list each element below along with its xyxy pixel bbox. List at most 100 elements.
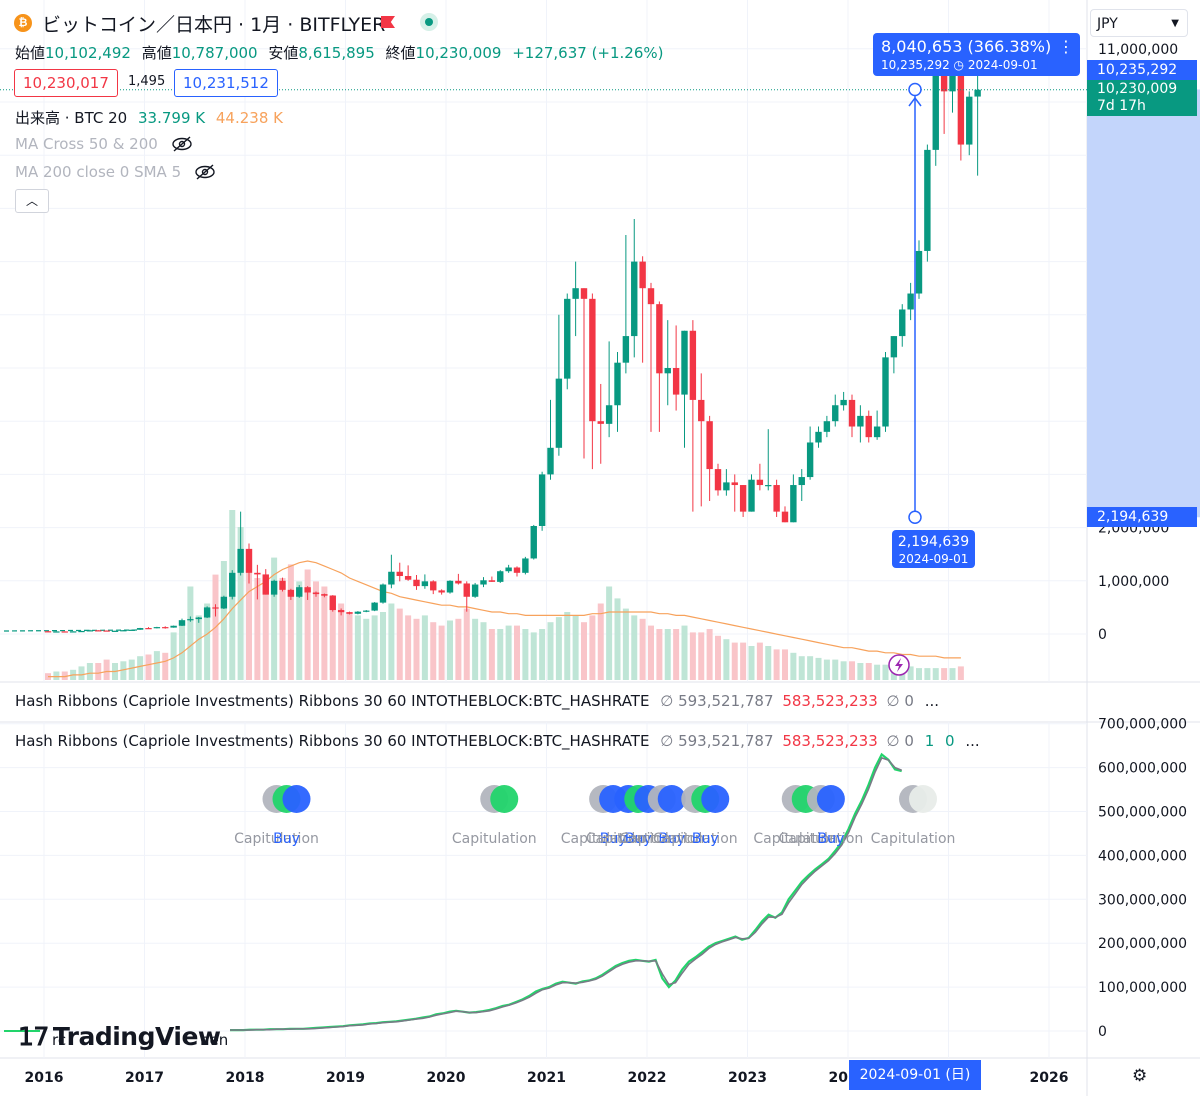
candle-body bbox=[698, 399, 705, 422]
collapse-legend-button[interactable]: ︿ bbox=[15, 189, 49, 213]
volume-bar bbox=[706, 629, 713, 680]
candle-body bbox=[865, 415, 872, 438]
volume-bar bbox=[773, 649, 780, 680]
hash-ribbons-legend-bottom[interactable]: Hash Ribbons (Capriole Investments) Ribb… bbox=[15, 732, 980, 750]
tradingview-logo-mark: 𝟣𝟩 bbox=[18, 1022, 49, 1051]
volume-bar bbox=[338, 603, 345, 680]
buy-button[interactable]: 10,231,512 bbox=[174, 69, 278, 97]
hash-axis-label: 600,000,000 bbox=[1098, 761, 1187, 777]
settings-gear-icon[interactable]: ⚙ bbox=[1132, 1066, 1148, 1086]
volume-bar bbox=[480, 622, 487, 680]
candle-body bbox=[187, 619, 194, 621]
candle-body bbox=[438, 590, 445, 593]
volume-bar bbox=[354, 615, 361, 680]
volume-legend[interactable]: 出来高 · BTC 20 33.799 K 44.238 K bbox=[15, 107, 283, 128]
volume-bar bbox=[313, 581, 319, 680]
candle-body bbox=[404, 576, 412, 580]
buy-label: Buy bbox=[692, 831, 719, 847]
candle-body bbox=[95, 630, 102, 632]
volume-bar bbox=[321, 586, 328, 680]
sell-button[interactable]: 10,230,017 bbox=[14, 69, 118, 97]
eye-off-icon[interactable] bbox=[171, 136, 193, 152]
volume-bar bbox=[664, 629, 671, 680]
volume-bar bbox=[204, 603, 211, 680]
candle-body bbox=[354, 611, 362, 614]
flag-icon[interactable] bbox=[381, 16, 395, 28]
measure-bottom-price-tag: 2,194,639 bbox=[1087, 507, 1197, 527]
candle-body bbox=[957, 70, 965, 145]
close-value: 10,230,009 bbox=[415, 44, 502, 62]
volume-bar bbox=[731, 642, 738, 680]
candle-body bbox=[832, 405, 839, 422]
null-icon: ∅ bbox=[660, 732, 674, 750]
candle-body bbox=[748, 479, 755, 512]
hash-value-4: 1 bbox=[924, 732, 935, 750]
hash-legend-name: Hash Ribbons (Capriole Investments) Ribb… bbox=[15, 732, 650, 750]
hash-axis-label: 500,000,000 bbox=[1098, 805, 1187, 821]
more-icon[interactable]: ... bbox=[924, 692, 940, 710]
volume-bar bbox=[790, 652, 797, 680]
candle-body bbox=[966, 96, 973, 145]
volume-bar bbox=[597, 603, 604, 680]
volume-bar bbox=[514, 625, 520, 680]
candle-body bbox=[170, 625, 177, 628]
candle-body bbox=[639, 261, 646, 289]
candle-body bbox=[564, 298, 571, 379]
null-icon: ∅ bbox=[886, 732, 900, 750]
symbol-title[interactable]: ビットコイン／日本円 · 1月 · BITFLYER bbox=[42, 14, 386, 36]
more-vertical-icon[interactable]: ⋮ bbox=[1058, 37, 1074, 56]
candle-body bbox=[346, 612, 353, 614]
volume-bar bbox=[488, 629, 495, 680]
volume-bar bbox=[823, 659, 830, 680]
volume-bar bbox=[396, 608, 403, 680]
candle-body bbox=[145, 628, 152, 630]
more-icon[interactable]: ... bbox=[965, 732, 980, 750]
capitulation-label: Capitulation bbox=[586, 831, 671, 847]
candle-body bbox=[480, 580, 487, 585]
measure-info-box[interactable]: 8,040,653 (366.38%) 10,235,292 ◷ 2024-09… bbox=[873, 33, 1080, 76]
currency-select[interactable]: JPY ▼ bbox=[1090, 9, 1188, 37]
eye-off-icon[interactable] bbox=[194, 164, 216, 180]
volume-legend-name: 出来高 · BTC 20 bbox=[15, 109, 128, 127]
measure-start-box[interactable]: 2,194,639 2024-09-01 bbox=[892, 530, 975, 568]
volume-bar bbox=[756, 642, 763, 680]
ma-cross-legend[interactable]: MA Cross 50 & 200 bbox=[15, 135, 193, 153]
volume-bar bbox=[329, 595, 336, 680]
ma-200-legend-name: MA 200 close 0 SMA 5 bbox=[15, 163, 182, 181]
tradingview-logo[interactable]: 𝟣𝟩 TradingView bbox=[18, 1022, 221, 1051]
time-axis-label: 2026 bbox=[1030, 1070, 1069, 1086]
volume-bar bbox=[698, 632, 705, 680]
ma-200-legend[interactable]: MA 200 close 0 SMA 5 bbox=[15, 163, 216, 181]
buy-label: Buy bbox=[625, 831, 652, 847]
candle-body bbox=[379, 584, 387, 603]
candle-body bbox=[672, 368, 680, 395]
volume-bar bbox=[949, 668, 956, 680]
volume-bar bbox=[296, 581, 303, 680]
chevron-down-icon: ▼ bbox=[1171, 18, 1179, 29]
volume-bar bbox=[287, 564, 294, 680]
volume-bar bbox=[304, 569, 311, 680]
time-axis-label: 2020 bbox=[427, 1070, 466, 1086]
hash-value-2: 583,523,233 bbox=[782, 692, 878, 710]
candle-body bbox=[505, 567, 512, 572]
null-icon: ∅ bbox=[660, 692, 674, 710]
buy-label: Buy bbox=[600, 831, 627, 847]
candle-body bbox=[765, 485, 772, 487]
time-axis-label: 2019 bbox=[326, 1070, 365, 1086]
volume-bar bbox=[388, 603, 395, 680]
signal-marker bbox=[282, 785, 311, 813]
candle-body bbox=[890, 336, 898, 358]
candle-body bbox=[136, 628, 144, 630]
volume-bar bbox=[606, 586, 613, 680]
volume-bar bbox=[765, 646, 772, 680]
volume-bar bbox=[86, 663, 93, 680]
hash-ribbons-legend-top[interactable]: Hash Ribbons (Capriole Investments) Ribb… bbox=[15, 692, 939, 710]
signal-marker bbox=[490, 785, 519, 813]
candle-body bbox=[413, 579, 420, 587]
time-axis-label: 2023 bbox=[728, 1070, 767, 1086]
ma-dashed-line bbox=[3, 629, 141, 632]
volume-bar bbox=[673, 629, 680, 680]
volume-bar bbox=[271, 557, 278, 680]
